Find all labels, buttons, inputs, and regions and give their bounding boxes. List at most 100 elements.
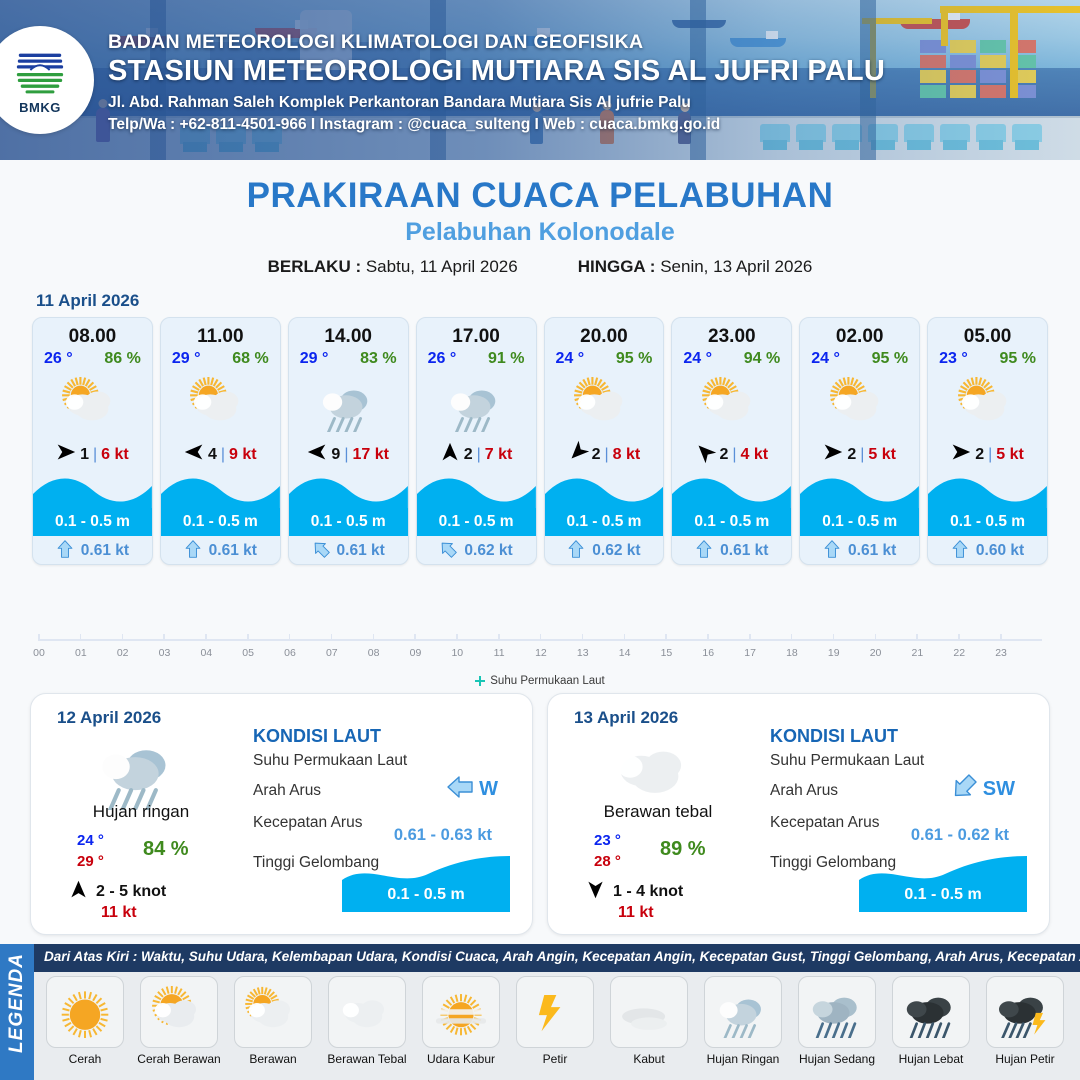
card-wind: 2 | 5 kt [928,442,1047,467]
card-time: 11.00 [197,326,244,347]
panel-current-speed: 0.61 - 0.63 kt [393,826,492,844]
sea-conditions-title: KONDISI LAUT [253,726,381,746]
card-wind: 2 | 4 kt [672,442,791,467]
panel-temp-max: 28 ° [594,853,621,870]
wave-shape-icon [160,478,280,514]
legend-item: Hujan Petir [980,976,1070,1066]
station-name: STASIUN METEOROLOGI MUTIARA SIS AL JUFRI… [108,55,885,87]
wave-height-value: 0.1 - 0.5 m [54,513,130,530]
wave-band [416,508,536,536]
card-temp-humidity: 26 ° 86 % [33,350,152,368]
wave-shape-icon [800,478,920,514]
chart-tick-label: 18 [786,647,798,659]
panel-wind-range: 1 - 4 knot [613,883,684,900]
wind-separator: | [988,445,993,463]
daily-panels-row: 12 April 2026 Hujan ringan 24 ° 29 ° 84 … [0,693,1080,935]
wave-band [544,508,664,536]
wave-band [33,508,152,536]
legend-item: Berawan Tebal [322,976,412,1066]
weather-condition-icon [289,372,408,436]
chart-x-ticks: 00 01 02 03 04 05 06 07 08 09 10 11 12 13 14 15 16 17 18 19… [33,634,1042,665]
panel-temp-max: 29 ° [77,853,104,870]
hourly-forecast-row: 08.00 26 ° 86 % 1 | 6 kt 0.1 - 0.5 m [0,317,1080,565]
current-direction-icon [951,774,977,805]
weather-condition-icon [928,372,1047,436]
card-humidity: 86 % [104,350,141,367]
card-temp-humidity: 26 ° 91 % [417,350,536,368]
legend-item-label: Hujan Petir [995,1052,1055,1066]
hourly-forecast-card: 11.00 29 ° 68 % 4 | 9 kt 0.1 - 0.5 m [159,317,281,565]
current-direction-icon [823,539,841,563]
panel-temperatures: 24 ° 29 ° [77,830,104,872]
panel-current-direction: SW [951,774,1015,805]
legend-item-icon [986,976,1064,1048]
wind-separator: | [93,445,98,463]
wind-direction-value: 2 [847,445,857,463]
card-current: 0.62 kt [545,538,664,564]
card-humidity: 83 % [360,350,397,367]
card-temperature: 23 ° [939,350,968,367]
card-time: 23.00 [708,326,756,347]
chart-tick: 07 [326,634,373,665]
card-wind: 4 | 9 kt [161,442,280,467]
panel-temp-min: 23 ° [594,832,621,849]
card-temperature: 24 ° [683,350,713,367]
legend-item: Hujan Ringan [698,976,788,1066]
panel-condition-label: Hujan ringan [92,802,190,821]
current-direction-icon [447,774,473,805]
daily-forecast-panel: 13 April 2026 Berawan tebal 23 ° 28 ° 89… [547,693,1050,935]
sea-label-current-speed: Kecepatan Arus [770,814,880,831]
hourly-forecast-card: 20.00 24 ° 95 % 2 | 8 kt 0.1 - 0.5 m [543,317,665,565]
panel-weather-icon [83,732,193,810]
chart-tick-label: 09 [409,647,422,659]
chart-tick-label: 14 [618,647,631,659]
card-humidity: 68 % [232,350,269,367]
card-wind: 2 | 7 kt [417,442,536,467]
wind-separator: | [220,445,226,463]
forecast-day-label: 11 April 2026 [36,291,140,310]
panel-weather-icon [600,732,710,806]
wave-shape-icon [288,478,408,514]
legend-item-label: Hujan Ringan [706,1052,780,1066]
card-current: 0.60 kt [928,538,1047,564]
wind-direction-icon [307,442,327,467]
current-direction-label: SW [982,778,1015,800]
hourly-forecast-card: 17.00 26 ° 91 % 2 | 7 kt 0.1 - 0.5 m [415,317,537,565]
sea-conditions-title: KONDISI LAUT [770,726,898,746]
chart-legend: Suhu Permukaan Laut [0,675,1080,687]
wave-band [288,508,408,536]
hourly-forecast-card: 05.00 23 ° 95 % 2 | 5 kt 0.1 - 0.5 m [927,317,1048,565]
legend-item: Berawan [228,976,318,1066]
chart-tick: 00 [33,634,80,665]
sst-chart: 00 01 02 03 04 05 06 07 08 09 10 11 12 13 14 15 16 17 18 19… [30,587,1050,665]
panel-temperatures: 23 ° 28 ° [594,830,621,872]
wind-direction-value: 2 [591,445,601,463]
legend-item: Kabut [604,976,694,1066]
wind-direction-icon [695,442,717,467]
card-time: 08.00 [68,326,117,347]
wave-shape-icon [342,856,510,912]
sea-label-current-speed: Kecepatan Arus [253,814,363,831]
card-sea-block: 0.1 - 0.5 m 0.61 kt [800,468,920,564]
current-direction-icon [184,539,202,563]
current-speed-value: 0.62 kt [464,542,513,559]
legend-item-icon [516,976,594,1048]
legend-sidebar-title: LEGENDA [6,953,27,1053]
panel-temp-min: 24 ° [77,832,104,849]
card-temperature: 29 ° [299,350,329,367]
chart-tick: 19 [828,634,875,665]
wind-speed-value: 4 kt [740,445,769,463]
legend-item: Udara Kabur [416,976,506,1066]
card-time: 02.00 [835,326,884,347]
chart-tick: 02 [117,634,164,665]
current-direction-icon [439,540,458,563]
wind-direction-icon [586,880,605,904]
chart-tick-label: 12 [535,647,547,659]
hourly-forecast-card: 02.00 24 ° 95 % 2 | 5 kt 0.1 - 0.5 m [799,317,921,565]
sea-label-current-direction: Arah Arus [770,782,839,799]
legend-item-icon [798,976,876,1048]
wind-speed-value: 7 kt [484,445,513,463]
current-speed-value: 0.61 kt [208,542,257,559]
sea-label-wave-height: Tinggi Gelombang [770,854,897,871]
wave-band [928,508,1047,536]
